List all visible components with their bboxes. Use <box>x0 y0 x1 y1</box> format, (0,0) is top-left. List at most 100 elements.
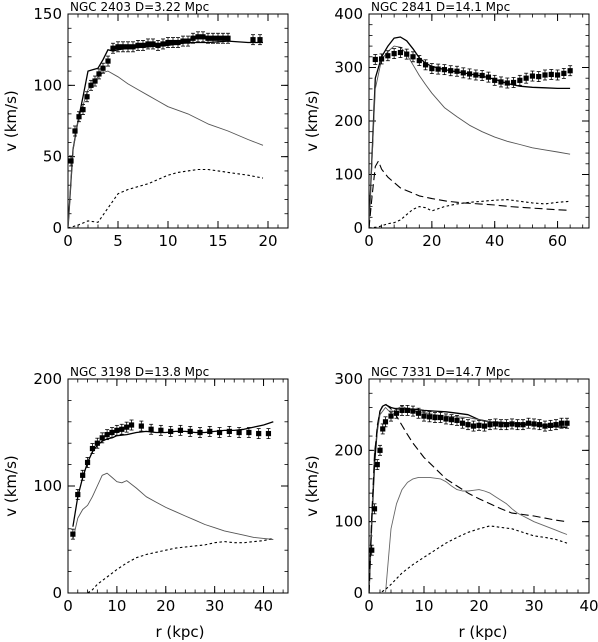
data-point <box>410 408 416 414</box>
data-point <box>561 70 567 76</box>
data-point <box>165 39 171 46</box>
data-point <box>441 67 448 73</box>
panel-title: NGC 2841 D=14.1 Mpc <box>371 0 510 14</box>
y-axis-label: v (km/s) <box>303 90 321 152</box>
data-point <box>92 78 98 84</box>
model-curve-dashed <box>377 525 568 593</box>
x-tick-label: 60 <box>548 232 567 250</box>
data-point <box>84 94 90 100</box>
x-tick-label: 0 <box>364 232 374 250</box>
data-point <box>140 42 146 48</box>
data-point <box>473 72 479 78</box>
x-tick-label: 20 <box>258 232 277 250</box>
data-point <box>124 424 130 430</box>
data-point <box>177 427 184 433</box>
plot-area <box>369 403 570 593</box>
data-point <box>100 65 106 71</box>
data-point <box>547 422 554 428</box>
data-point <box>110 45 116 51</box>
data-point <box>510 79 517 86</box>
data-point <box>454 417 460 423</box>
data-point <box>371 506 378 512</box>
y-tick-label: 200 <box>334 441 363 459</box>
data-point <box>170 39 176 46</box>
data-point <box>536 73 542 80</box>
data-point <box>138 423 144 429</box>
x-tick-label: 40 <box>485 232 504 250</box>
data-point <box>432 414 438 421</box>
y-tick-label: 100 <box>33 477 62 495</box>
data-point <box>470 423 477 429</box>
x-tick-label: 10 <box>107 597 126 615</box>
data-point <box>148 426 154 432</box>
data-point <box>220 35 226 41</box>
data-point <box>128 422 135 428</box>
data-point <box>454 68 460 74</box>
data-point <box>421 413 427 419</box>
data-point <box>246 429 252 436</box>
data-point <box>397 49 404 56</box>
y-tick-label: 100 <box>33 76 62 94</box>
data-point <box>542 72 548 78</box>
model-curve-dotted <box>68 70 264 228</box>
data-point <box>487 422 493 428</box>
data-point <box>514 422 521 428</box>
data-point <box>492 77 498 83</box>
data-point <box>80 472 86 478</box>
x-axis-label-right: r (kpc) <box>458 623 507 641</box>
data-point <box>257 37 263 43</box>
x-tick-label: 30 <box>205 597 224 615</box>
data-point <box>459 420 466 426</box>
data-point <box>426 414 433 420</box>
data-point <box>498 79 504 85</box>
data-point <box>155 42 161 48</box>
data-point <box>187 428 193 435</box>
model-curve-solid <box>369 36 571 228</box>
model-curve-dashed <box>77 537 274 593</box>
data-point <box>393 410 400 416</box>
data-point <box>422 62 429 68</box>
data-point <box>481 423 488 429</box>
data-point <box>225 35 231 41</box>
data-point <box>120 44 126 50</box>
data-point <box>180 38 186 44</box>
model-curve-grayline <box>385 476 568 593</box>
x-axis-label-left: r (kpc) <box>155 623 204 641</box>
data-point <box>215 35 221 41</box>
chart-panel-2: NGC 2841 D=14.1 Mpc 0 20 40 60 0 100 200 300 400 v… <box>303 0 590 250</box>
y-axis-label: v (km/s) <box>303 455 321 517</box>
data-point <box>99 435 105 441</box>
data-point <box>205 35 211 41</box>
data-point <box>378 56 385 62</box>
x-tick-label: 40 <box>579 597 598 615</box>
plot-area <box>70 419 274 593</box>
data-point <box>76 114 82 120</box>
data-point <box>158 427 164 433</box>
data-point <box>200 34 206 40</box>
model-curve-dotted <box>369 405 568 593</box>
data-point <box>567 68 573 74</box>
x-tick-label: 5 <box>113 232 123 250</box>
y-axis-label: v (km/s) <box>2 455 20 517</box>
x-tick-label: 0 <box>63 597 73 615</box>
data-point <box>529 73 536 79</box>
data-point <box>504 80 510 86</box>
data-point <box>145 41 151 47</box>
plot-frame <box>368 13 590 229</box>
data-point <box>84 459 91 466</box>
panel-title: NGC 2403 D=3.22 Mpc <box>70 0 209 14</box>
data-point <box>114 427 120 433</box>
data-point <box>210 35 216 41</box>
plot-frame <box>67 378 289 594</box>
data-point <box>437 414 444 421</box>
data-point <box>70 531 76 537</box>
data-point <box>435 66 441 72</box>
data-point <box>466 71 473 77</box>
data-point <box>265 430 272 437</box>
data-point <box>75 491 81 498</box>
data-point <box>523 75 529 81</box>
model-curve-longdash <box>369 160 571 228</box>
y-tick-label: 150 <box>33 5 62 23</box>
y-tick-label: 300 <box>334 59 363 77</box>
